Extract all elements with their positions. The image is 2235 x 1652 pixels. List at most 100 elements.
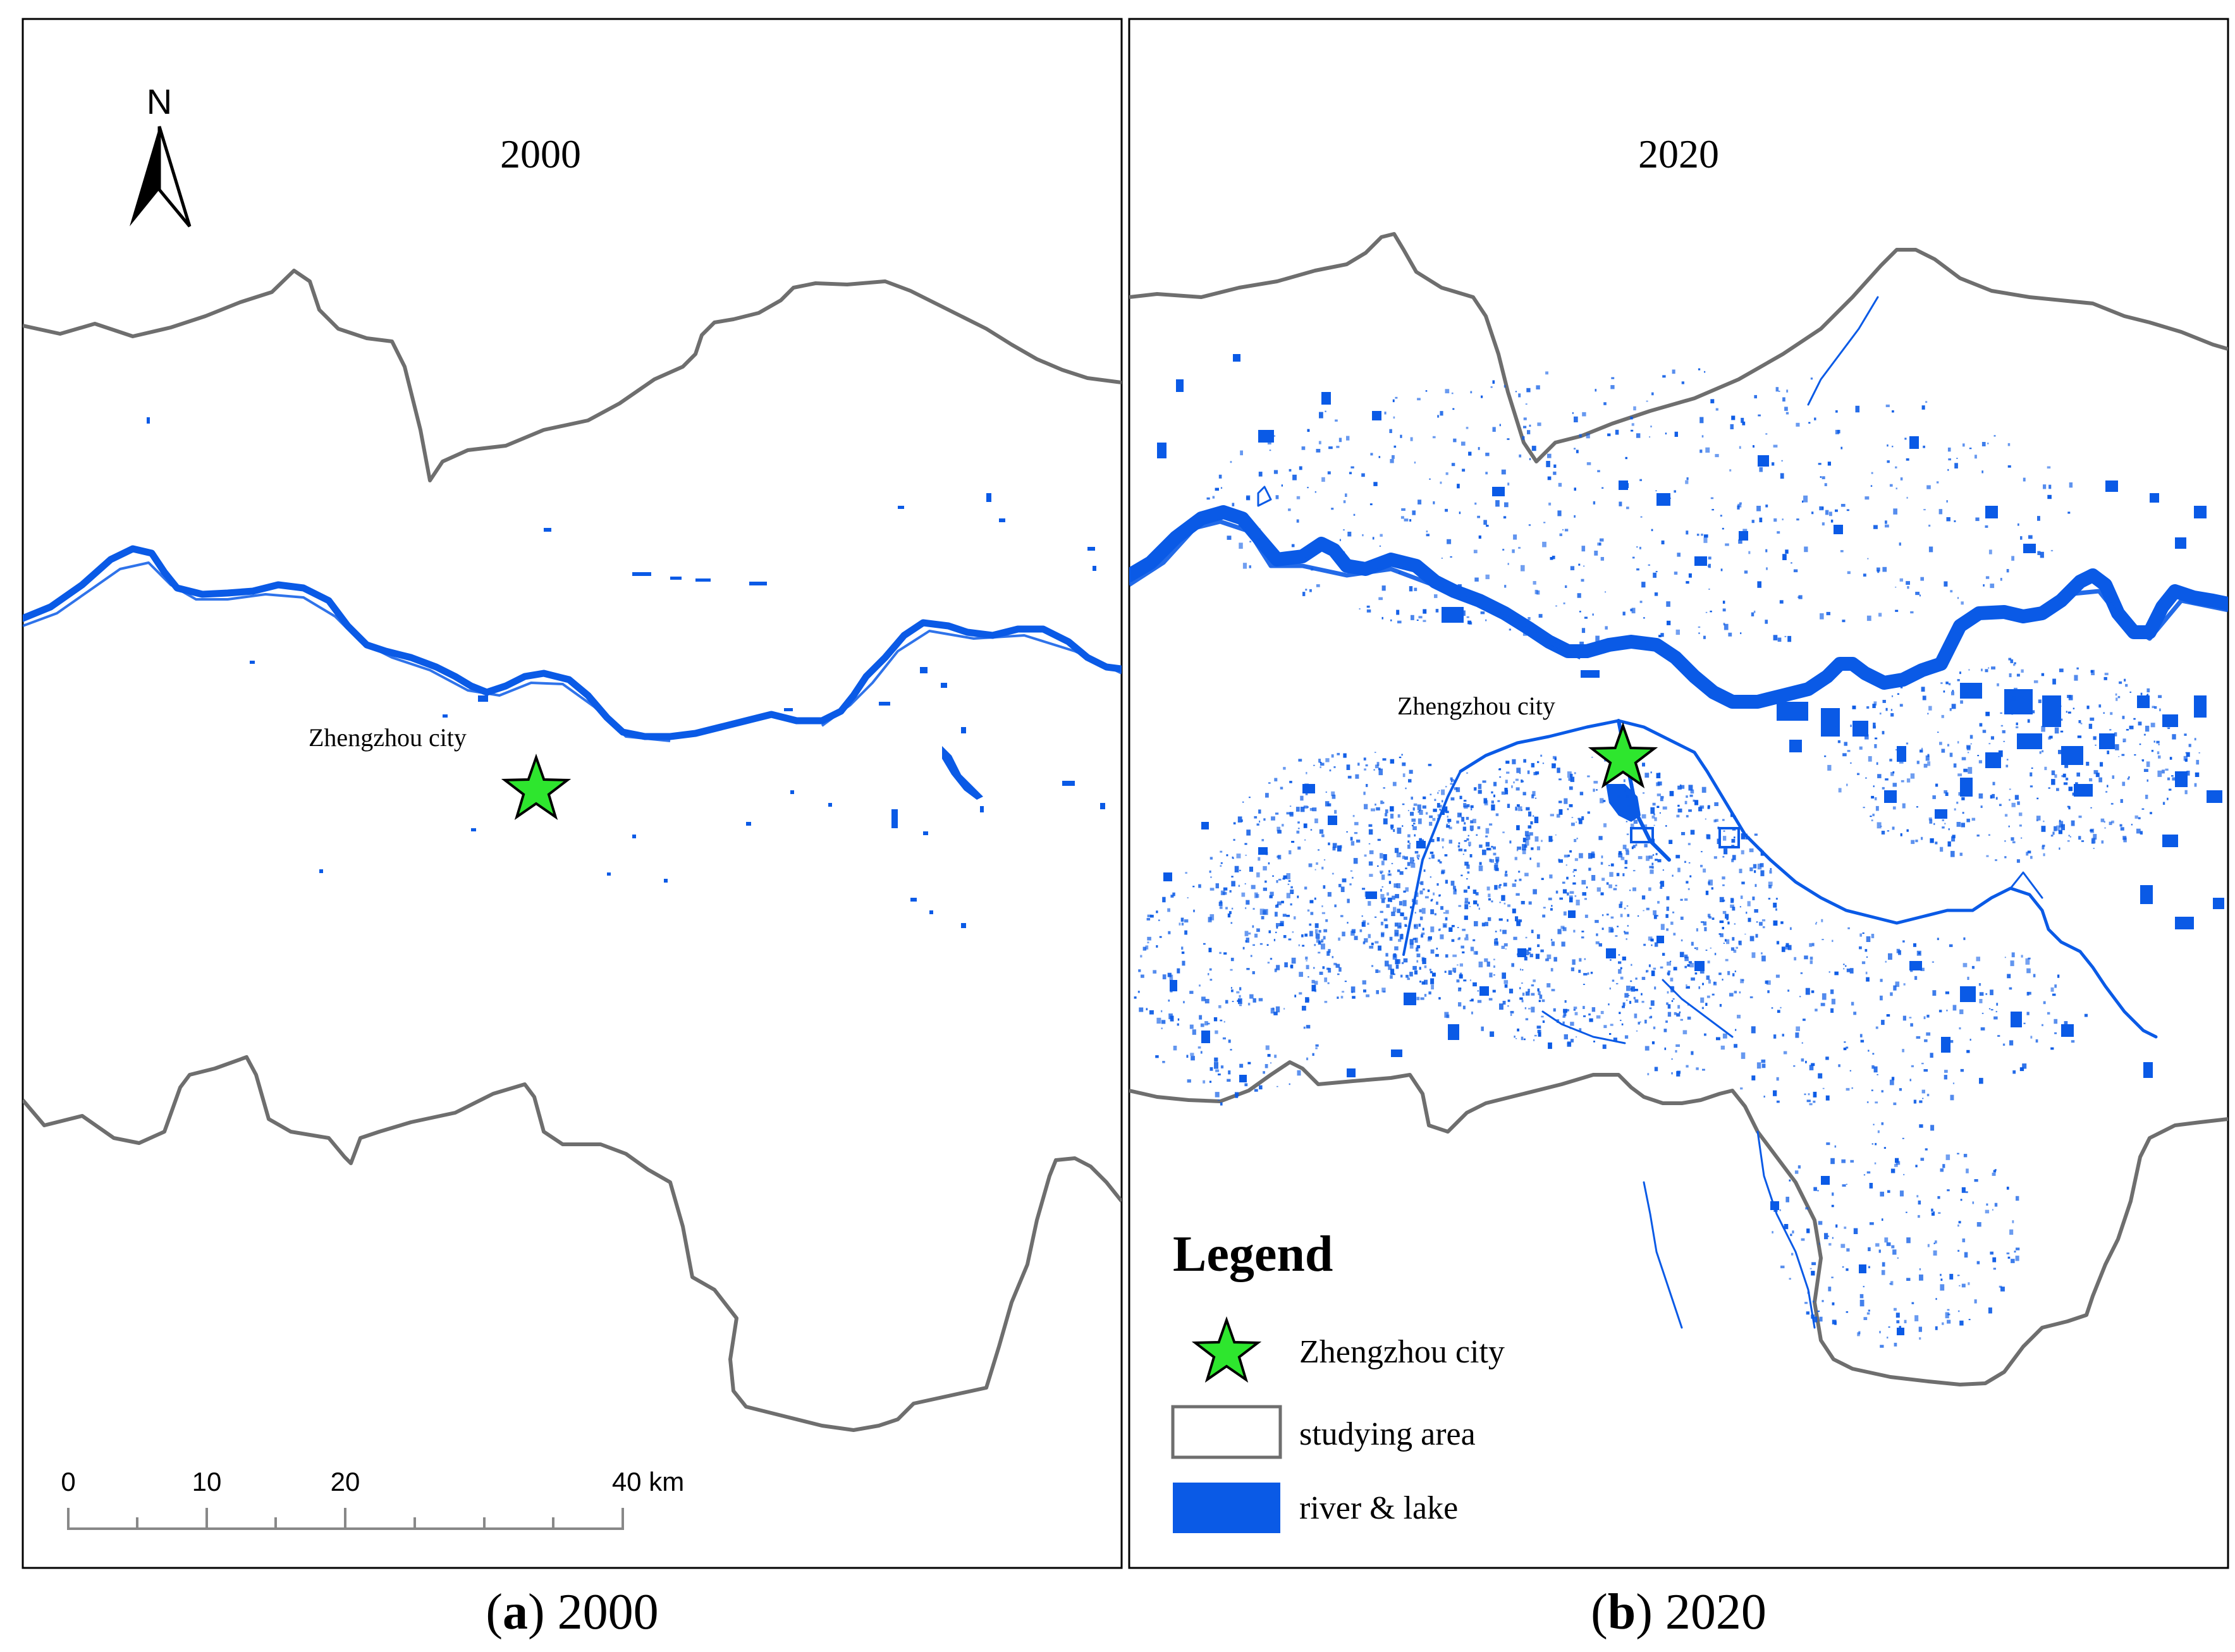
urban-water-speck [1651,862,1654,866]
urban-water-speck [1353,858,1358,864]
urban-water-speck [1505,790,1509,795]
urban-water-speck [1940,1278,1943,1281]
urban-water-speck [1899,704,1903,707]
urban-water-speck [2076,772,2080,777]
urban-water-speck [1734,970,1736,972]
urban-water-speck [1485,453,1490,456]
urban-water-speck [2016,1247,2020,1251]
urban-water-speck [1388,964,1392,970]
urban-water-speck [1990,989,1993,996]
urban-water-speck [1564,854,1569,858]
urban-water-speck [1418,858,1419,860]
urban-water-speck [1513,781,1515,784]
urban-water-speck [1547,453,1552,458]
urban-water-speck [1977,755,1980,757]
urban-water-speck [1813,1091,1817,1098]
urban-water-speck [1252,998,1256,1003]
urban-water-speck [1670,977,1674,982]
urban-water-speck [1851,1001,1854,1006]
urban-water-speck [1560,926,1565,929]
urban-water-speck [2028,535,2033,539]
urban-water-speck [1715,454,1719,458]
urban-water-speck [1809,1268,1812,1270]
urban-water-speck [1303,805,1308,809]
urban-water-speck [1688,809,1692,812]
urban-water-speck [1992,781,1995,786]
urban-water-speck [1297,821,1300,824]
urban-water-speck [1470,820,1473,824]
urban-water-speck [2052,831,2055,835]
urban-water-speck [1919,1274,1923,1281]
urban-water-speck [1831,1204,1834,1208]
urban-water-speck [1251,884,1256,890]
urban-water-speck [1610,959,1612,961]
urban-water-speck [1306,960,1307,962]
urban-water-speck [1649,866,1653,869]
urban-water-speck [1985,525,1988,528]
urban-water-speck [1698,632,1700,634]
urban-water-speck [1927,713,1929,714]
urban-water-speck [1282,824,1284,827]
urban-water-speck [1919,594,1921,597]
urban-water-speck [1535,771,1540,774]
urban-water-speck [1765,505,1768,508]
urban-water-speck [2171,775,2174,777]
urban-water-speck [1731,415,1736,420]
urban-water-speck [2183,756,2188,761]
urban-water-speck [1722,1033,1727,1039]
urban-water-speck [1990,584,1995,589]
urban-water-speck [2006,759,2009,761]
urban-water-speck [1485,574,1490,580]
urban-water-speck [1235,1093,1239,1098]
urban-water-speck [1846,783,1848,786]
urban-water-speck [1521,1036,1524,1041]
urban-water-speck [1819,1316,1823,1322]
urban-water-speck [1963,1154,1968,1158]
urban-water-speck [1525,991,1530,996]
urban-water-speck [1945,1312,1949,1319]
urban-water-speck [1754,395,1757,399]
urban-water-speck [1654,942,1658,947]
urban-water-speck [1192,1029,1196,1035]
urban-water-speck [1942,826,1945,829]
urban-water-speck [1878,613,1882,617]
urban-water-speck [1794,1170,1799,1174]
urban-water-speck [1468,451,1472,456]
urban-water-speck [1657,781,1662,786]
urban-water-speck [1474,921,1478,927]
urban-water-speck [1292,474,1297,480]
urban-water-speck [1866,615,1871,621]
urban-water-speck [1169,974,1173,981]
urban-water-speck [1246,938,1249,943]
urban-water-speck [1542,1020,1545,1023]
urban-water-speck [1288,938,1292,941]
urban-water-speck [1622,957,1626,961]
panel-a-year-title: 2000 [500,132,581,176]
urban-water-speck [1866,706,1870,709]
urban-water-speck [1393,907,1397,912]
urban-water-speck [1751,952,1756,958]
urban-water-speck [1429,969,1431,971]
urban-water-speck [1773,1207,1778,1212]
urban-water-speck [1577,593,1581,598]
urban-water-speck [1906,1237,1911,1244]
urban-water-speck [1909,1017,1912,1019]
urban-water-speck [1703,537,1708,543]
urban-water-speck [1737,505,1740,510]
urban-water-speck [1704,927,1707,931]
urban-water-speck [1574,839,1577,842]
urban-water-speck [1615,935,1618,937]
urban-water-speck [1895,981,1900,988]
urban-water-speck [2026,1012,2030,1015]
urban-water-speck [1707,565,1710,567]
urban-water-speck [1209,1067,1213,1071]
urban-water-speck [2119,681,2122,684]
urban-water-speck [1168,931,1171,934]
urban-water-speck [2075,782,2078,786]
urban-water-speck [1399,934,1404,939]
urban-water-speck [1509,988,1514,994]
urban-water-speck [1356,840,1361,843]
panel-b-river-braid [1129,519,2228,660]
urban-water-speck [1209,979,1213,981]
urban-water-speck [1576,1036,1577,1037]
